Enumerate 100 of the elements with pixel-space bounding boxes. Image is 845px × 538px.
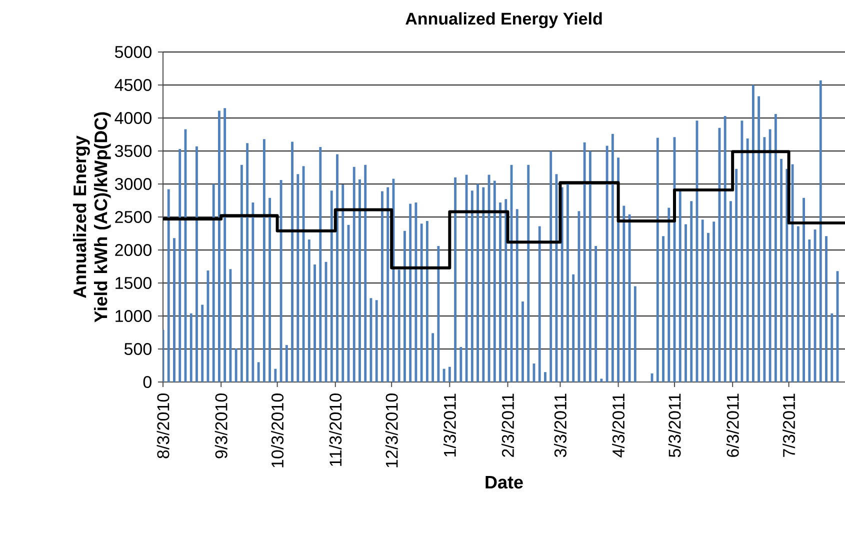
- bar: [701, 220, 704, 382]
- x-tick-label: 9/3/2010: [214, 394, 228, 458]
- bar: [234, 348, 238, 382]
- bar: [786, 168, 788, 382]
- bar: [364, 164, 367, 382]
- bar: [566, 184, 569, 382]
- x-tick-label: 6/3/2011: [726, 394, 739, 457]
- bar: [527, 164, 530, 382]
- bar: [257, 362, 260, 382]
- bar: [628, 214, 631, 382]
- bar: [622, 206, 626, 382]
- y-axis-title: Annualized Energy Yield kWh (AC)/kWp(DC): [73, 112, 111, 322]
- bar: [611, 134, 614, 382]
- bar: [768, 129, 772, 382]
- bar: [454, 177, 457, 382]
- bar: [246, 143, 249, 382]
- bar: [291, 142, 294, 382]
- bar: [594, 246, 598, 382]
- bar: [707, 232, 710, 382]
- bar: [493, 180, 496, 382]
- bar: [319, 147, 322, 382]
- y-tick-label: 3000: [114, 178, 152, 190]
- bar: [791, 164, 794, 382]
- bar: [414, 202, 418, 382]
- bar: [746, 138, 749, 382]
- bar: [173, 238, 176, 382]
- bar: [656, 138, 659, 382]
- bar: [330, 190, 333, 382]
- bar: [398, 270, 400, 382]
- bar: [314, 264, 316, 382]
- bar: [167, 189, 170, 382]
- x-tick-label: 3/3/2011: [554, 394, 566, 458]
- bar: [296, 174, 300, 382]
- bar: [819, 80, 822, 382]
- bar: [634, 286, 636, 382]
- bar: [538, 226, 541, 382]
- bar: [544, 372, 546, 382]
- y-tick-label: 5000: [115, 46, 152, 58]
- bar: [758, 96, 760, 382]
- bar: [420, 224, 423, 382]
- bar: [252, 202, 254, 382]
- bar: [729, 201, 732, 382]
- y-tick-label: 1500: [116, 276, 152, 290]
- bar: [201, 304, 204, 382]
- y-tick-label: 3500: [114, 144, 152, 158]
- bar: [550, 151, 552, 382]
- bar: [516, 209, 518, 382]
- y-tick-label: 1000: [116, 310, 152, 322]
- bar: [678, 189, 682, 382]
- bar: [262, 139, 266, 382]
- bar: [426, 220, 428, 382]
- bar: [504, 199, 508, 382]
- bar: [606, 146, 608, 382]
- y-tick-label: 2000: [115, 244, 152, 256]
- bar: [381, 191, 384, 382]
- bar: [342, 184, 344, 382]
- bar: [465, 174, 468, 382]
- y-tick-label: 4500: [114, 78, 152, 92]
- bar: [482, 187, 485, 382]
- bar: [336, 154, 338, 382]
- bar: [308, 239, 310, 382]
- bar: [224, 108, 226, 382]
- bar: [724, 116, 726, 382]
- bar: [572, 274, 575, 382]
- bar: [774, 114, 777, 382]
- bar: [735, 168, 738, 382]
- bar: [460, 347, 462, 382]
- bar: [522, 301, 524, 382]
- bar: [352, 166, 356, 382]
- bar: [437, 246, 440, 382]
- bar: [600, 378, 603, 382]
- y-tick-label: 500: [124, 342, 152, 356]
- bar: [196, 146, 198, 382]
- bar: [268, 198, 272, 382]
- bar: [386, 187, 390, 382]
- bar: [690, 201, 693, 382]
- bar: [218, 110, 220, 382]
- bar: [470, 190, 474, 382]
- bar: [808, 239, 811, 382]
- bar: [442, 368, 446, 382]
- y-tick-label: 4000: [114, 112, 152, 124]
- bar: [763, 137, 766, 382]
- bar: [358, 179, 361, 382]
- x-tick-label: 12/3/2010: [385, 394, 398, 468]
- bar: [432, 333, 434, 382]
- bar: [448, 366, 451, 382]
- bar: [560, 187, 564, 382]
- bar: [780, 158, 783, 382]
- bar: [285, 345, 288, 382]
- y-tick-label: 0: [143, 376, 152, 388]
- bar: [752, 85, 754, 382]
- x-tick-label: 11/3/2010: [329, 394, 342, 466]
- bar: [499, 202, 502, 382]
- x-tick-label: 8/3/2010: [156, 394, 170, 458]
- bar: [796, 226, 800, 382]
- bar: [403, 230, 406, 382]
- bar: [578, 211, 580, 382]
- x-tick-label: 5/3/2011: [668, 394, 681, 458]
- x-axis-title: Date: [486, 476, 523, 489]
- bar: [240, 164, 243, 382]
